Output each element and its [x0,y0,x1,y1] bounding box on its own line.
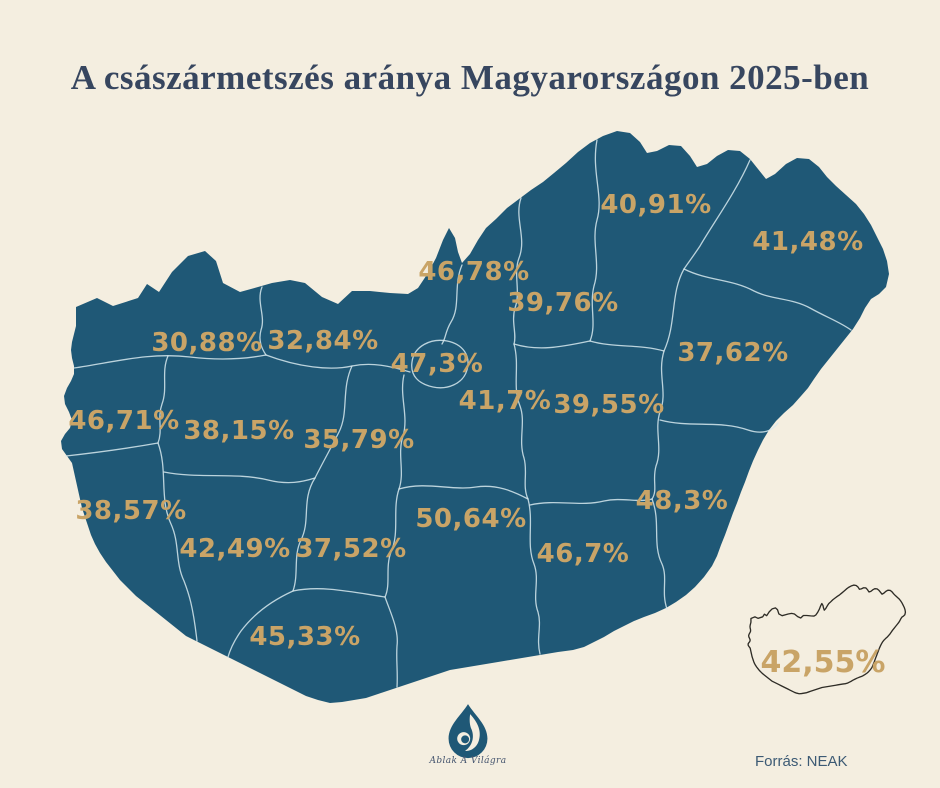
county-border-somogy-baranya [227,590,294,658]
county-border-gyms-south [73,354,267,369]
county-border-gyms-komarom [259,286,267,356]
region-label-hajdu-bihar: 37,62% [677,338,788,368]
source-text: Forrás: NEAK [755,753,848,770]
county-border-nograd-heves [512,197,523,345]
county-border-pest-bacs [398,485,529,500]
region-labels: 40,91% 41,48% 46,78% 39,76% 30,88% 32,84… [68,190,863,652]
region-label-bacs-kiskun: 50,64% [415,504,526,534]
county-border-pest-nograd [441,264,463,345]
national-average-label: 42,55% [761,645,886,680]
region-label-tolna: 37,52% [295,534,406,564]
inset-map: 42,55% [747,584,907,695]
county-border-budapest [411,339,469,389]
region-label-budapest: 47,3% [391,349,484,379]
county-border-szabolcs-hajdu [683,268,852,331]
county-border-jnsz-csongrad [529,498,653,506]
county-border-veszprem-fejer [314,365,353,479]
county-border-fejer-east [398,374,406,490]
region-label-pest: 41,7% [459,386,552,416]
region-label-nograd: 46,78% [418,257,529,287]
county-border-heves-borsod [589,139,600,342]
county-border-hajdu-bekes [659,419,779,433]
county-border-pest-jnsz [513,343,529,500]
region-label-szabolcs: 41,48% [752,227,863,257]
county-border-borsod-hajdu [663,268,685,352]
county-border-jnsz-east [651,350,665,500]
region-label-csongrad-csanad: 46,7% [537,539,630,569]
county-border-vas-zala [65,442,159,457]
drop-swirl [465,714,480,751]
region-label-bekes: 48,3% [636,486,729,516]
county-border-zala-somogy [157,442,198,642]
county-border-somogy-tolna [292,477,316,592]
county-border-bacs-csongrad [527,498,541,655]
region-label-komarom-esztergom: 32,84% [267,326,378,356]
county-border-csongrad-bekes [651,498,668,610]
drop-icon [448,704,488,759]
region-label-fejer: 35,79% [303,425,414,455]
region-label-vas: 46,71% [68,406,179,436]
county-border-tolna-baranya [292,588,386,598]
region-label-somogy: 42,49% [179,534,290,564]
logo [448,704,488,759]
county-border-baranya-bacs [384,596,398,688]
page-title: A császármetszés aránya Magyarországon 2… [70,58,870,97]
county-border-borsod-szabolcs [683,159,751,270]
region-label-jasz-nagykun-szolnok: 39,55% [553,390,664,420]
region-label-zala: 38,57% [75,496,186,526]
county-borders [65,139,852,688]
logo-tagline: Ablak A Világra [429,756,507,766]
region-label-baranya: 45,33% [249,622,360,652]
drop-inner-dot [461,735,470,744]
county-border-borsod-jnsz [589,340,665,352]
county-border-somogy-north [163,471,316,484]
region-label-veszprem: 38,15% [183,416,294,446]
region-label-gyor-moson-sopron: 30,88% [151,328,262,358]
county-border-vas-veszprem [157,355,169,444]
region-label-heves: 39,76% [507,288,618,318]
county-border-tolna-bacs [384,488,400,598]
county-border-heves-jnsz [513,340,591,349]
region-label-borsod: 40,91% [600,190,711,220]
